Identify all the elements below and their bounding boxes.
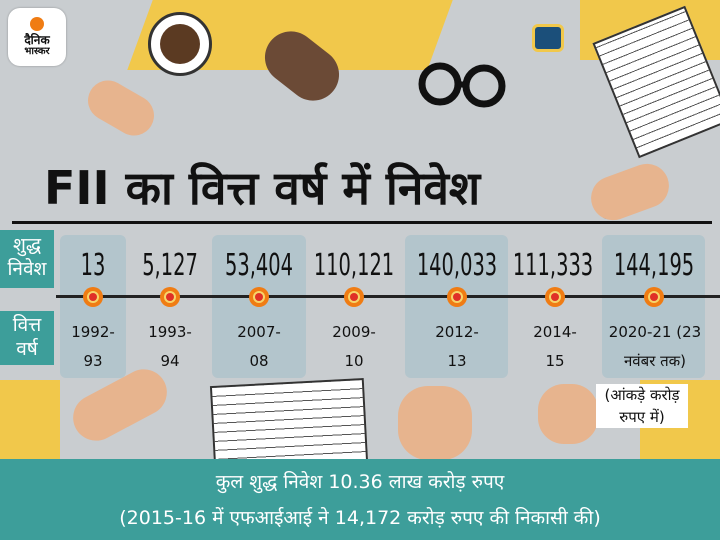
timeline-marker — [249, 287, 269, 307]
fiscal-year-line: 13 — [447, 352, 467, 370]
row-label-line: वित्त — [12, 314, 42, 336]
net-investment-value: 53,404 — [225, 248, 293, 283]
timeline-axis — [56, 295, 720, 298]
fiscal-year-line: 2007- — [237, 323, 281, 341]
net-investment-row-label: शुद्ध निवेश — [0, 230, 54, 288]
net-investment-value: 111,333 — [512, 248, 594, 283]
fiscal-year-line: 10 — [344, 352, 364, 370]
units-note: (आंकड़े करोड़ रुपए में) — [596, 384, 688, 428]
page-title: FII का वित्त वर्ष में निवेश — [44, 161, 481, 215]
row-label-line: निवेश — [7, 258, 47, 280]
fiscal-year-line: 1992- — [71, 323, 115, 341]
fiscal-year-line: 94 — [160, 352, 180, 370]
timeline-marker — [644, 287, 664, 307]
fiscal-year-line: 08 — [249, 352, 269, 370]
net-investment-value: 5,127 — [142, 248, 198, 283]
fiscal-year-label: 1992- 93 — [58, 318, 128, 376]
fiscal-year-label: 1993- 94 — [135, 318, 205, 376]
notebook-icon — [209, 378, 369, 470]
hand-icon — [538, 384, 598, 444]
fiscal-year-line: 2009- — [332, 323, 376, 341]
net-investment-value: 110,121 — [313, 248, 395, 283]
timeline-marker — [447, 287, 467, 307]
title-underline — [12, 221, 712, 224]
fiscal-year-label: 2014- 15 — [520, 318, 590, 376]
timeline-marker — [344, 287, 364, 307]
total-investment-text: कुल शुद्ध निवेश 10.36 लाख करोड़ रुपए — [215, 471, 505, 493]
timeline-marker — [160, 287, 180, 307]
fiscal-year-line: 93 — [83, 352, 103, 370]
hand-icon — [584, 157, 676, 227]
glasses-icon — [418, 62, 506, 108]
fiscal-year-line: 15 — [545, 352, 565, 370]
fiscal-year-label: 2012- 13 — [422, 318, 492, 376]
fiscal-year-row-label: वित्त वर्ष — [0, 311, 54, 365]
fiscal-year-label: 2007- 08 — [224, 318, 294, 376]
units-note-line: (आंकड़े करोड़ — [604, 386, 680, 404]
timeline-marker — [83, 287, 103, 307]
hand-icon — [80, 73, 162, 143]
fiscal-year-line: 1993- — [148, 323, 192, 341]
hand-icon — [398, 386, 472, 460]
row-label-line: वर्ष — [16, 338, 38, 360]
wrist-watch-icon — [532, 24, 564, 52]
coffee-cup-icon — [148, 12, 212, 76]
dainik-bhaskar-logo: दैनिक भास्कर — [8, 8, 66, 66]
row-label-line: शुद्ध — [12, 234, 42, 256]
sun-icon — [30, 17, 44, 31]
net-investment-value: 144,195 — [613, 248, 695, 283]
yellow-desk-shape — [0, 380, 60, 460]
withdrawal-note-text: (2015-16 में एफआईआई ने 14,172 करोड़ रुपए… — [119, 507, 601, 529]
logo-line-1: दैनिक — [24, 33, 50, 47]
fiscal-year-line: 2012- — [435, 323, 479, 341]
timeline-marker — [545, 287, 565, 307]
fiscal-year-line: नवंबर तक) — [623, 352, 687, 370]
net-investment-value: 13 — [80, 248, 106, 283]
fiscal-year-label: 2020-21 (23 नवंबर तक) — [598, 318, 712, 376]
logo-line-2: भास्कर — [24, 46, 50, 57]
fiscal-year-line: 2014- — [533, 323, 577, 341]
fiscal-year-line: 2020-21 (23 — [608, 323, 702, 341]
units-note-line: रुपए में) — [619, 408, 665, 426]
fiscal-year-label: 2009- 10 — [319, 318, 389, 376]
net-investment-value: 140,033 — [416, 248, 498, 283]
summary-footer: कुल शुद्ध निवेश 10.36 लाख करोड़ रुपए (20… — [0, 459, 720, 540]
